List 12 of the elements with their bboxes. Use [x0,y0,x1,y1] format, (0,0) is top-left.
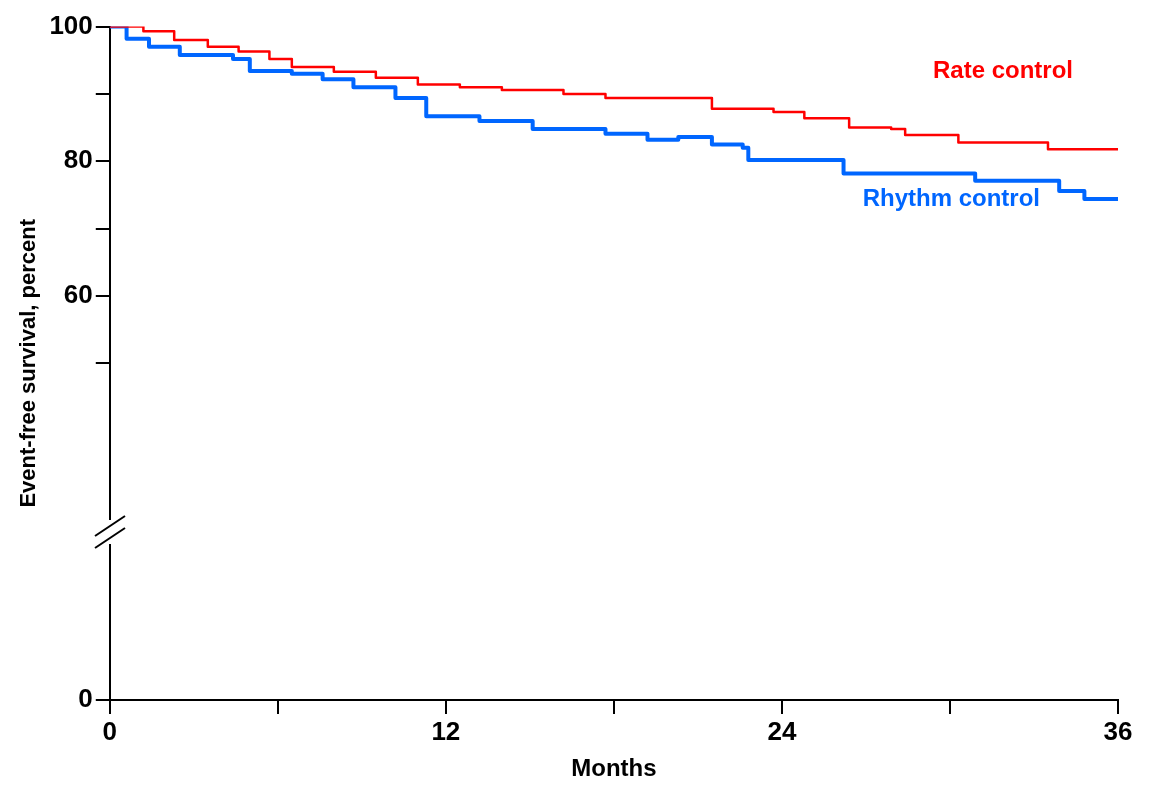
y-tick-label: 60 [63,279,93,310]
x-axis-title: Months [571,754,657,782]
y-tick-label: 80 [63,144,93,175]
x-tick-label: 36 [1103,715,1133,746]
x-tick-label: 24 [767,715,797,746]
y-tick-label: 0 [78,683,93,714]
x-tick-label: 12 [431,715,461,746]
text: Rate control [932,55,1073,83]
y-tick-label: 100 [49,9,93,40]
x-tick-label: 0 [102,715,118,746]
y-axis-title: Event-free survival, percent [15,218,41,508]
series-label: Rhythm control [862,183,1040,211]
